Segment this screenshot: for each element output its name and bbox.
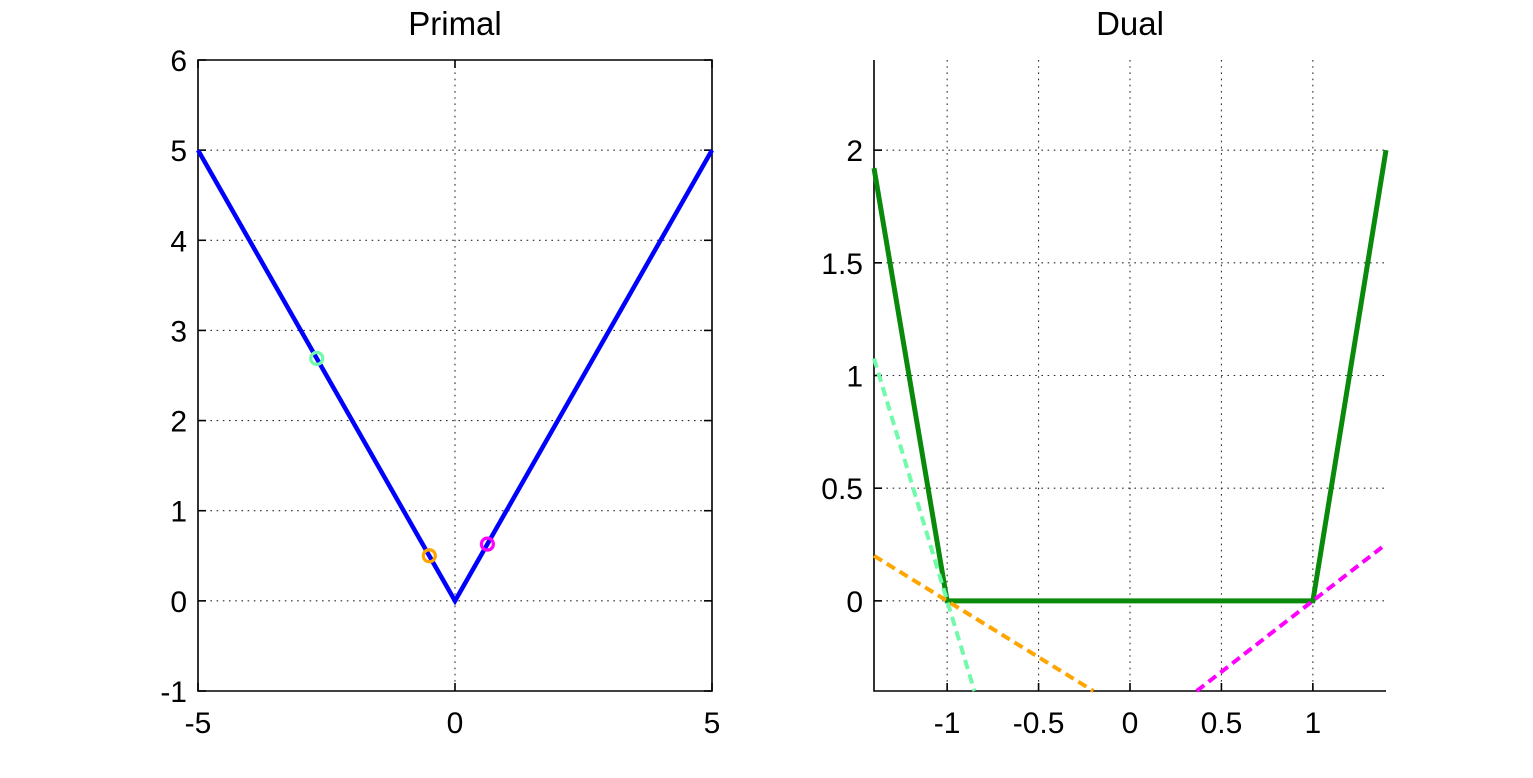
y-tick-label-2: 2 [846, 135, 863, 168]
support-line-magenta [1195, 542, 1388, 693]
x-tick-label-1: 1 [1305, 707, 1322, 740]
axes-lines [873, 60, 1386, 692]
dual-chart-title: Dual [1096, 5, 1164, 42]
y-tick-label-0: 0 [846, 586, 863, 619]
y-tick-label-0.5: 0.5 [821, 473, 863, 506]
absolute-value-curve [196, 148, 714, 606]
primal-plot-area: -5 0 5 -1 0 1 2 3 4 5 6 [160, 45, 720, 740]
y-tick-label-5: 5 [170, 135, 187, 168]
primal-chart-title: Primal [408, 5, 502, 42]
y-tick-label-1.5: 1.5 [821, 248, 863, 281]
sample-point-orange [421, 548, 437, 564]
y-tick-label-3: 3 [170, 315, 187, 348]
x-tick-label-0.5: 0.5 [1201, 707, 1243, 740]
x-tick-label-5: 5 [704, 707, 721, 740]
x-tick-label--5: -5 [185, 707, 212, 740]
dual-plot-area: -1 -0.5 0 0.5 1 0 0.5 1 1.5 2 [821, 60, 1389, 740]
conjugate-curve [871, 149, 1389, 604]
x-tick-label--0.5: -0.5 [1013, 707, 1065, 740]
y-tick-label-1: 1 [846, 361, 863, 394]
y-tick-label-6: 6 [170, 45, 187, 78]
sample-point-aquamarine [309, 350, 325, 366]
x-tick-label-0: 0 [447, 707, 464, 740]
y-tick-label-2: 2 [170, 406, 187, 439]
y-tick-label-4: 4 [170, 225, 187, 258]
y-tick-label-1: 1 [170, 496, 187, 529]
y-tick-label-0: 0 [170, 586, 187, 619]
x-tick-label--1: -1 [934, 707, 961, 740]
support-line-orange [872, 554, 1095, 693]
x-tick-label-0: 0 [1122, 707, 1139, 740]
sample-point-magenta [479, 536, 495, 552]
support-line-aquamarine [872, 357, 977, 692]
axes-box [197, 59, 713, 692]
y-tick-label--1: -1 [160, 676, 187, 709]
